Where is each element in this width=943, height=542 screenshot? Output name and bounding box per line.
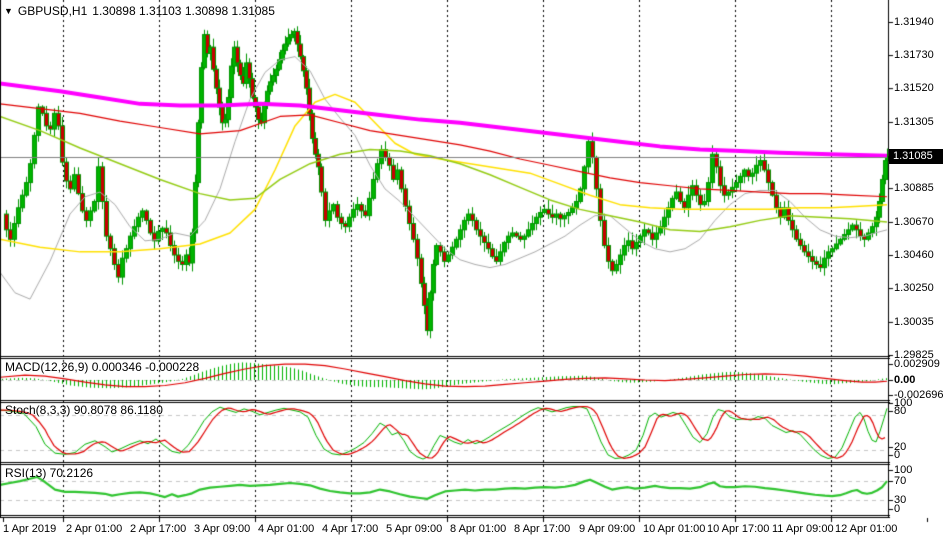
stoch-axis-label: 80 [894,405,907,417]
price-axis-label: 1.30460 [894,249,934,261]
time-axis-label: 8 Apr 01:00 [450,523,507,535]
rsi-axis-label: 100 [894,464,913,476]
rsi-axis-label: 0 [894,503,901,515]
time-axis-label: 2 Apr 17:00 [130,523,187,535]
symbol-marker-icon: ▼ [4,6,13,16]
rsi-axis-label: 70 [894,475,907,487]
time-axis-label: 10 Apr 01:00 [643,523,706,535]
price-axis-label: 1.31730 [894,49,934,61]
price-axis-label: 1.30250 [894,282,934,294]
time-axis-label: 5 Apr 09:00 [386,523,443,535]
ohlc-readout: 1.30898 1.31103 1.30898 1.31085 [92,4,275,18]
price-axis-label: 1.30885 [894,182,934,194]
price-axis-label: 1.31520 [894,82,934,94]
price-axis-label: 1.31940 [894,16,934,28]
macd-axis-label: 0.002909 [894,358,940,370]
symbol-period-label: GBPUSD,H1 [17,4,88,18]
macd-axis-label: -0.002696 [894,389,943,401]
chart-title: ▼ GBPUSD,H1 1.30898 1.31103 1.30898 1.31… [4,4,275,18]
time-axis-label: 12 Apr 01:00 [835,523,898,535]
time-axis-label: 2 Apr 01:00 [66,523,123,535]
price-axis-label: 1.29825 [894,349,934,361]
stoch-axis-label: 0 [894,449,901,461]
time-axis-label: 8 Apr 17:00 [514,523,571,535]
stoch-axis-label: 100 [894,397,913,409]
time-axis-label: 1 Apr 2019 [3,523,57,535]
rsi-axis-label: 30 [894,494,907,506]
time-axis-label: 3 Apr 09:00 [194,523,251,535]
price-axis-label: 1.30670 [894,216,934,228]
price-axis-label: 1.31305 [894,116,934,128]
time-axis-label: 11 Apr 09:00 [772,523,834,535]
current-price-badge: 1.31085 [889,149,943,164]
time-axis-label: 10 Apr 17:00 [707,523,770,535]
macd-axis-label: 0.00 [894,374,916,386]
macd-indicator-label: MACD(12,26,9) 0.000346 -0.000228 [5,360,200,374]
time-axis-label: 4 Apr 01:00 [258,523,315,535]
stoch-axis-label: 20 [894,441,907,453]
price-axis-label: 1.30035 [894,316,934,328]
rsi-indicator-label: RSI(13) 70.2126 [5,466,94,480]
stoch-indicator-label: Stoch(8,3,3) 90.8078 86.1180 [5,403,163,417]
time-axis-label: 4 Apr 17:00 [322,523,379,535]
time-axis-label: 9 Apr 09:00 [579,523,636,535]
